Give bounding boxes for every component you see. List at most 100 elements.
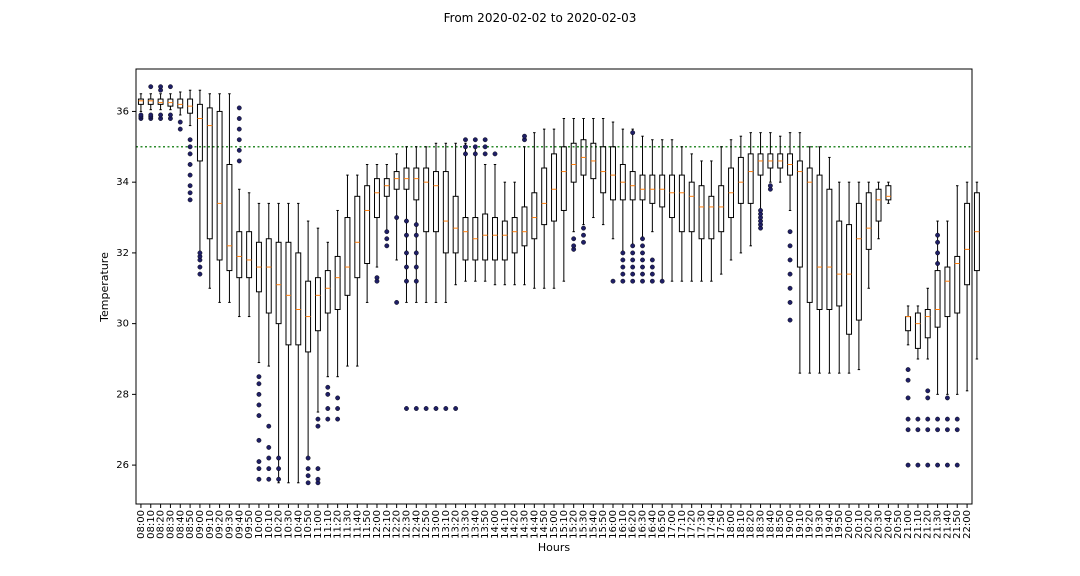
x-tick-label: 12:20 xyxy=(392,510,403,539)
box-body xyxy=(433,171,439,233)
x-tick-label: 18:20 xyxy=(746,510,757,539)
box-body xyxy=(413,167,420,201)
outlier-point xyxy=(935,427,940,433)
x-tick-label: 10:40 xyxy=(293,510,304,539)
outlier-point xyxy=(945,395,950,401)
x-tick-label: 17:00 xyxy=(667,510,678,539)
outlier-point xyxy=(630,243,636,249)
outlier-point xyxy=(236,137,242,143)
box-body xyxy=(492,217,498,261)
box-18:50 xyxy=(777,135,784,183)
outlier-point xyxy=(374,275,380,281)
box-body xyxy=(423,167,430,233)
x-tick-label: 20:40 xyxy=(883,510,894,539)
outlier-point xyxy=(610,278,616,284)
box-12:20 xyxy=(393,153,400,305)
x-axis-label: Hours xyxy=(538,541,570,554)
outlier-point xyxy=(384,236,390,242)
outlier-point xyxy=(187,172,193,178)
box-body xyxy=(541,167,548,226)
box-body xyxy=(295,252,302,346)
outlier-point xyxy=(954,427,960,433)
box-18:20 xyxy=(747,132,754,247)
x-tick-label: 20:10 xyxy=(854,510,865,539)
x-tick-label: 16:10 xyxy=(618,510,629,539)
outlier-point xyxy=(463,144,468,150)
outlier-point xyxy=(925,395,931,401)
outlier-point xyxy=(335,395,341,401)
outlier-point xyxy=(482,137,488,143)
outlier-point xyxy=(954,462,960,468)
box-11:40 xyxy=(354,174,361,367)
box-21:00 xyxy=(905,305,912,468)
x-tick-label: 14:10 xyxy=(500,510,511,539)
x-tick-label: 09:20 xyxy=(215,510,226,539)
outlier-point xyxy=(453,406,459,411)
box-17:50 xyxy=(718,146,725,275)
box-body xyxy=(806,167,813,303)
box-body xyxy=(344,217,351,296)
y-tick-label: 28 xyxy=(116,389,129,400)
x-tick-label: 11:40 xyxy=(352,510,363,539)
outlier-point xyxy=(640,250,645,256)
x-tick-label: 21:50 xyxy=(952,510,963,539)
box-13:30 xyxy=(462,137,469,282)
outlier-point xyxy=(482,151,488,157)
outlier-point xyxy=(915,462,921,468)
box-18:00 xyxy=(728,139,734,261)
box-body xyxy=(855,202,862,321)
outlier-point xyxy=(522,133,527,139)
box-body xyxy=(314,277,321,332)
outlier-point xyxy=(236,126,242,132)
x-tick-label: 18:40 xyxy=(765,510,776,539)
outlier-point xyxy=(905,427,911,433)
outlier-point xyxy=(640,243,645,249)
outlier-point xyxy=(413,222,419,228)
outlier-point xyxy=(649,278,655,284)
outlier-point xyxy=(935,416,940,422)
outlier-point xyxy=(620,271,626,277)
box-18:30 xyxy=(757,132,764,231)
box-body xyxy=(452,195,459,254)
x-tick-label: 11:00 xyxy=(313,510,324,539)
box-19:50 xyxy=(836,181,843,374)
box-body xyxy=(669,174,675,219)
box-body xyxy=(285,241,292,346)
outlier-point xyxy=(187,190,193,196)
box-09:30 xyxy=(226,93,233,303)
x-tick-label: 11:30 xyxy=(342,510,353,539)
y-tick-label: 30 xyxy=(116,319,129,330)
box-13:20 xyxy=(452,142,459,411)
outlier-point xyxy=(630,271,636,277)
outlier-point xyxy=(148,84,154,90)
outlier-point xyxy=(915,427,921,433)
outlier-point xyxy=(630,130,636,136)
box-19:10 xyxy=(796,132,803,374)
box-17:30 xyxy=(698,160,705,282)
box-09:40 xyxy=(236,105,243,318)
outlier-point xyxy=(620,264,626,270)
box-body xyxy=(816,174,823,310)
box-body xyxy=(875,188,882,222)
y-tick-label: 36 xyxy=(116,106,129,117)
box-body xyxy=(796,160,803,268)
box-body xyxy=(354,195,361,279)
box-10:00 xyxy=(255,202,262,482)
x-tick-label: 14:00 xyxy=(490,510,501,539)
box-18:40 xyxy=(767,132,774,192)
box-body xyxy=(964,202,971,286)
box-16:10 xyxy=(619,128,626,284)
outlier-point xyxy=(158,112,163,118)
box-08:50 xyxy=(187,89,194,203)
outlier-point xyxy=(335,416,341,422)
x-tick-label: 20:30 xyxy=(874,510,885,539)
box-15:00 xyxy=(551,128,557,289)
box-17:40 xyxy=(708,160,715,282)
box-body xyxy=(196,103,203,162)
x-tick-label: 08:50 xyxy=(185,510,196,539)
x-tick-label: 19:30 xyxy=(815,510,826,539)
outlier-point xyxy=(256,381,262,387)
outlier-point xyxy=(787,243,793,249)
outlier-point xyxy=(187,144,193,150)
outlier-point xyxy=(954,416,960,422)
